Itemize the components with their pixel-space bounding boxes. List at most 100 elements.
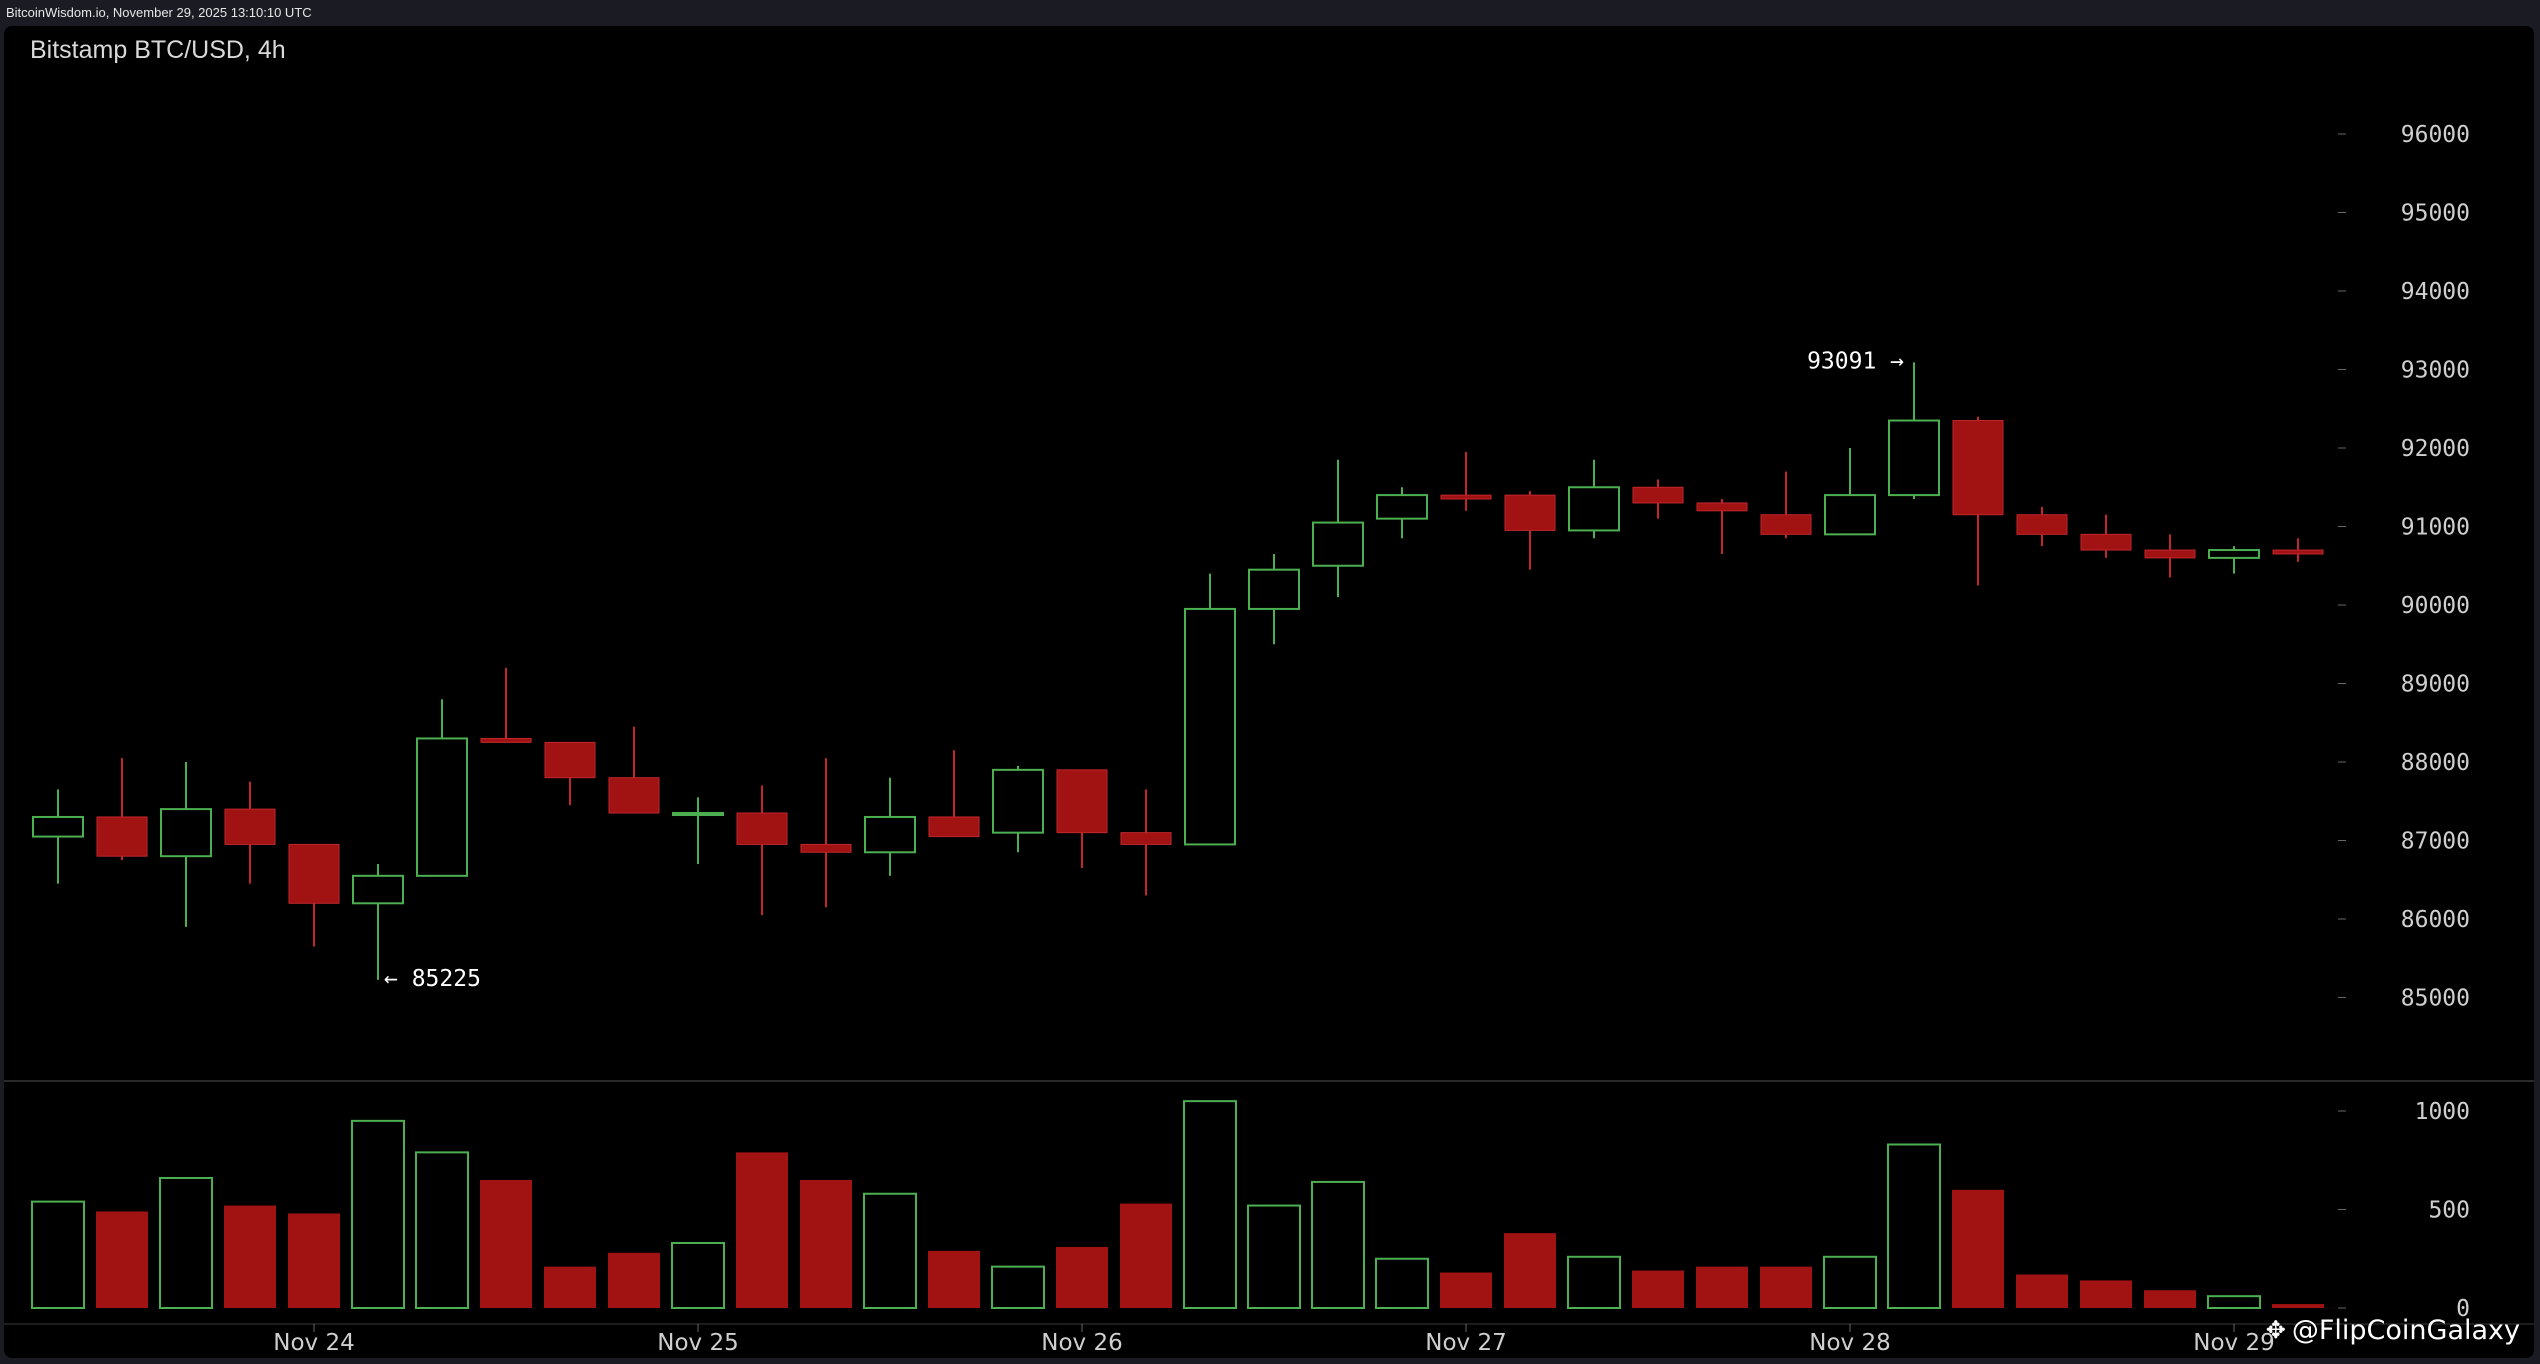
candle-body-down <box>2272 549 2324 555</box>
candle-body-down <box>544 741 596 779</box>
volume-bar-up <box>415 1151 469 1309</box>
volume-layer <box>31 1100 2324 1310</box>
time-tick-label: Nov 28 <box>1809 1330 1890 1356</box>
candle-body-down <box>1440 494 1492 500</box>
watermark: ✥ @FlipCoinGalaxy <box>2266 1315 2520 1346</box>
volume-bar-up <box>1247 1204 1301 1310</box>
price-tick-label: 92000 <box>2401 436 2470 462</box>
volume-bar-up <box>671 1241 725 1309</box>
price-tick-label: 90000 <box>2401 593 2470 619</box>
axis-layer: 96000 95000 94000 93000 92000 91000 90000 89000… <box>4 122 2534 1356</box>
chart-title: Bitstamp BTC/USD, 4h <box>30 36 286 64</box>
candles-layer <box>32 362 2324 980</box>
candle-body-up <box>352 874 404 905</box>
candle-body-up <box>1824 494 1876 536</box>
candle-body-down <box>96 816 148 857</box>
volume-bar-up <box>991 1265 1045 1310</box>
volume-bar-down <box>2144 1290 2196 1308</box>
price-tick-label: 94000 <box>2401 279 2470 305</box>
candle-body-up <box>416 737 468 877</box>
candle-body-up <box>1888 419 1940 497</box>
price-tick-label: 91000 <box>2401 515 2470 541</box>
chart-panel: 96000 95000 94000 93000 92000 91000 90000 89000… <box>4 26 2534 1358</box>
volume-bar-up <box>1375 1257 1429 1309</box>
candle-body-up <box>1248 568 1300 610</box>
volume-bar-down <box>800 1179 852 1308</box>
volume-bar-down <box>288 1213 340 1308</box>
candle-body-down <box>2144 549 2196 559</box>
volume-bar-up <box>1567 1255 1621 1310</box>
volume-bar-down <box>1056 1246 1108 1308</box>
volume-tick-label: 0 <box>2456 1296 2470 1322</box>
candle-body-down <box>1760 514 1812 535</box>
candle-body-down <box>1504 494 1556 531</box>
candle-body-up <box>2208 549 2260 559</box>
candle-body-down <box>480 737 532 743</box>
candle-body-up <box>32 815 84 838</box>
price-tick-label: 86000 <box>2401 907 2470 933</box>
candle-body-up <box>992 768 1044 834</box>
time-tick-label: Nov 25 <box>657 1330 738 1356</box>
volume-bar-down <box>96 1211 148 1308</box>
volume-bar-up <box>159 1176 213 1309</box>
candle-body-down <box>288 843 340 904</box>
volume-bar-down <box>224 1205 276 1308</box>
candle-body-down <box>1056 769 1108 834</box>
volume-bar-down <box>928 1250 980 1308</box>
price-tick-label: 93000 <box>2401 358 2470 384</box>
candle-body-up <box>864 815 916 854</box>
volume-bar-down <box>2272 1304 2324 1308</box>
volume-bar-up <box>2207 1295 2261 1310</box>
volume-bar-down <box>1632 1270 1684 1308</box>
price-tick-label: 87000 <box>2401 829 2470 855</box>
time-tick-label: Nov 29 <box>2193 1330 2274 1356</box>
volume-tick-label: 1000 <box>2415 1099 2470 1125</box>
candle-body-up <box>672 812 724 817</box>
candle-body-down <box>1952 420 2004 516</box>
top-bar: BitcoinWisdom.io, November 29, 2025 13:1… <box>0 0 2540 26</box>
volume-bar-down <box>1120 1203 1172 1308</box>
candle-body-down <box>1632 486 1684 504</box>
volume-bar-down <box>608 1252 660 1308</box>
volume-bar-down <box>1952 1189 2004 1308</box>
high-annotation: 93091 → <box>1807 348 1904 374</box>
time-tick-label: Nov 27 <box>1425 1330 1506 1356</box>
volume-bar-up <box>351 1119 405 1309</box>
candle-body-down <box>2016 514 2068 535</box>
labels-layer: ← 85225 93091 → <box>384 348 1904 991</box>
volume-bar-up <box>31 1200 85 1309</box>
time-tick-label: Nov 24 <box>273 1330 354 1356</box>
price-tick-label: 85000 <box>2401 986 2470 1012</box>
volume-bar-down <box>2016 1274 2068 1308</box>
price-tick-label: 96000 <box>2401 122 2470 148</box>
candle-body-down <box>224 808 276 845</box>
volume-bar-up <box>1887 1143 1941 1309</box>
volume-bar-down <box>2080 1280 2132 1308</box>
watermark-text: @FlipCoinGalaxy <box>2291 1315 2520 1346</box>
volume-bar-up <box>1823 1255 1877 1310</box>
volume-bar-up <box>1311 1180 1365 1310</box>
price-tick-label: 95000 <box>2401 201 2470 227</box>
time-tick-label: Nov 26 <box>1041 1330 1122 1356</box>
volume-bar-down <box>480 1179 532 1308</box>
price-tick-label: 88000 <box>2401 750 2470 776</box>
diamond-logo-icon: ✥ <box>2265 1317 2286 1344</box>
candle-body-down <box>608 777 660 814</box>
candle-body-up <box>160 808 212 858</box>
candle-body-up <box>1376 494 1428 520</box>
volume-tick-label: 500 <box>2428 1198 2470 1224</box>
candlestick-chart: 96000 95000 94000 93000 92000 91000 90000 89000… <box>4 122 2534 1356</box>
low-annotation: ← 85225 <box>384 966 481 992</box>
candle-body-down <box>800 843 852 853</box>
candle-body-up <box>1568 486 1620 532</box>
candle-body-down <box>928 816 980 838</box>
volume-bar-down <box>1504 1233 1556 1308</box>
candle-body-down <box>1120 832 1172 845</box>
volume-bar-down <box>1760 1266 1812 1308</box>
candle-body-up <box>1312 521 1364 567</box>
volume-bar-down <box>1696 1266 1748 1308</box>
timestamp-label: BitcoinWisdom.io, November 29, 2025 13:1… <box>6 5 312 20</box>
candle-body-up <box>1184 607 1236 846</box>
volume-bar-down <box>544 1266 596 1308</box>
volume-bar-down <box>1440 1272 1492 1308</box>
